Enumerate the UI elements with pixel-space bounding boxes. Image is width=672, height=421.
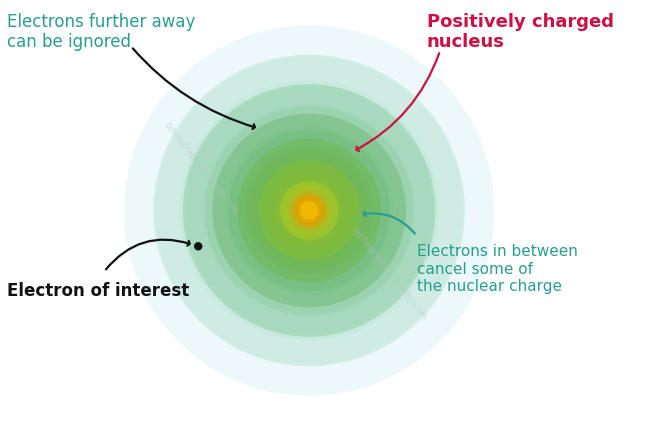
Circle shape (179, 81, 439, 340)
Circle shape (308, 209, 310, 212)
Circle shape (296, 198, 322, 223)
Circle shape (237, 139, 381, 282)
Circle shape (290, 191, 329, 230)
Circle shape (294, 196, 324, 225)
Circle shape (302, 204, 316, 217)
Circle shape (277, 178, 341, 243)
Circle shape (300, 201, 319, 220)
Circle shape (267, 168, 351, 253)
Circle shape (304, 206, 314, 215)
Circle shape (300, 201, 319, 220)
Circle shape (292, 193, 327, 228)
Circle shape (306, 208, 312, 213)
Circle shape (276, 177, 343, 244)
Circle shape (194, 242, 202, 250)
Text: Electrons in between
cancel some of
the nuclear charge: Electrons in between cancel some of the … (417, 244, 577, 294)
Circle shape (185, 87, 433, 334)
Circle shape (246, 147, 372, 274)
Circle shape (304, 205, 314, 216)
Circle shape (153, 55, 465, 366)
Circle shape (204, 105, 415, 316)
Circle shape (286, 187, 332, 234)
Circle shape (259, 160, 360, 261)
Circle shape (284, 185, 335, 236)
Text: Positively charged
nucleus: Positively charged nucleus (427, 13, 614, 51)
Circle shape (283, 184, 335, 237)
Circle shape (280, 181, 339, 240)
Circle shape (280, 181, 339, 240)
Circle shape (257, 159, 361, 262)
Circle shape (249, 151, 369, 270)
Circle shape (228, 130, 390, 291)
Circle shape (300, 202, 318, 219)
Circle shape (289, 190, 329, 231)
Circle shape (205, 107, 413, 314)
Circle shape (124, 25, 495, 396)
Circle shape (295, 197, 323, 224)
Circle shape (294, 195, 325, 226)
Circle shape (296, 197, 323, 224)
Text: Electron of interest: Electron of interest (7, 282, 189, 300)
Circle shape (292, 194, 326, 227)
Circle shape (274, 175, 345, 246)
Circle shape (216, 118, 402, 303)
Circle shape (294, 196, 324, 225)
Circle shape (300, 202, 318, 219)
Circle shape (298, 199, 321, 222)
Circle shape (301, 203, 317, 218)
Circle shape (307, 208, 311, 213)
Circle shape (212, 114, 406, 307)
Circle shape (155, 56, 464, 365)
Circle shape (292, 194, 326, 227)
Circle shape (306, 208, 312, 213)
Circle shape (297, 199, 321, 222)
Circle shape (212, 114, 406, 307)
Circle shape (153, 55, 465, 366)
Circle shape (245, 146, 374, 275)
Circle shape (225, 126, 393, 295)
Circle shape (298, 200, 320, 221)
Circle shape (298, 200, 320, 221)
Circle shape (304, 206, 314, 215)
Circle shape (284, 186, 334, 235)
Text: bibliography.bymeby.com: bibliography.bymeby.com (351, 225, 429, 322)
Circle shape (237, 139, 381, 282)
Circle shape (303, 205, 315, 216)
Circle shape (288, 189, 330, 232)
Text: Electrons further away
can be ignored: Electrons further away can be ignored (7, 13, 195, 51)
Circle shape (293, 195, 325, 226)
Circle shape (285, 187, 333, 234)
Circle shape (306, 207, 312, 213)
Circle shape (292, 193, 327, 228)
Circle shape (247, 149, 371, 272)
Circle shape (183, 84, 435, 337)
Circle shape (298, 199, 321, 222)
Circle shape (267, 168, 351, 253)
Circle shape (299, 201, 319, 220)
Circle shape (304, 205, 314, 216)
Circle shape (278, 180, 340, 241)
Text: bibliography.bymeby.com: bibliography.bymeby.com (163, 120, 241, 217)
Circle shape (231, 133, 387, 288)
Circle shape (124, 25, 495, 396)
Circle shape (183, 84, 435, 337)
Circle shape (300, 202, 318, 219)
Circle shape (261, 163, 357, 258)
Circle shape (292, 194, 326, 227)
Circle shape (261, 162, 358, 259)
Circle shape (303, 204, 315, 217)
Circle shape (259, 160, 360, 261)
Circle shape (300, 202, 318, 219)
